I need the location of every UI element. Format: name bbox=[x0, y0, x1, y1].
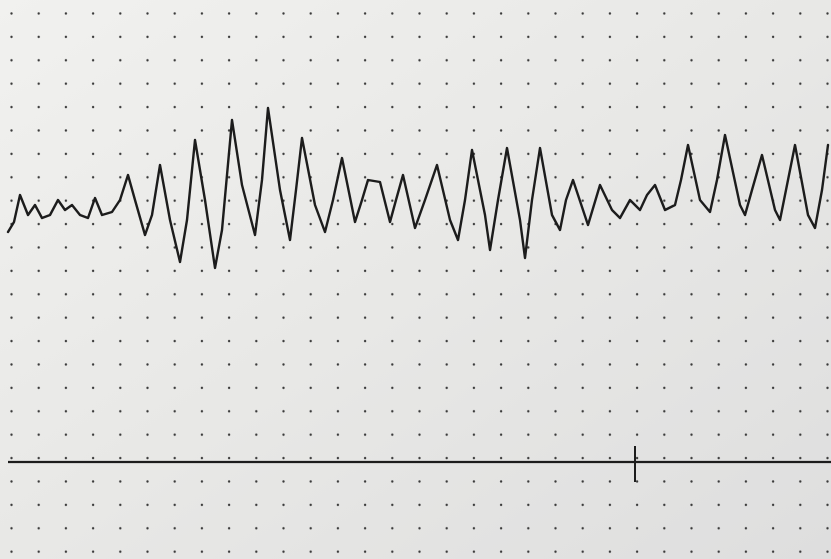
dot-grid bbox=[0, 0, 831, 559]
page: (() => { const data = JSON.parse(documen… bbox=[0, 0, 831, 559]
ecg-photo bbox=[0, 0, 831, 559]
